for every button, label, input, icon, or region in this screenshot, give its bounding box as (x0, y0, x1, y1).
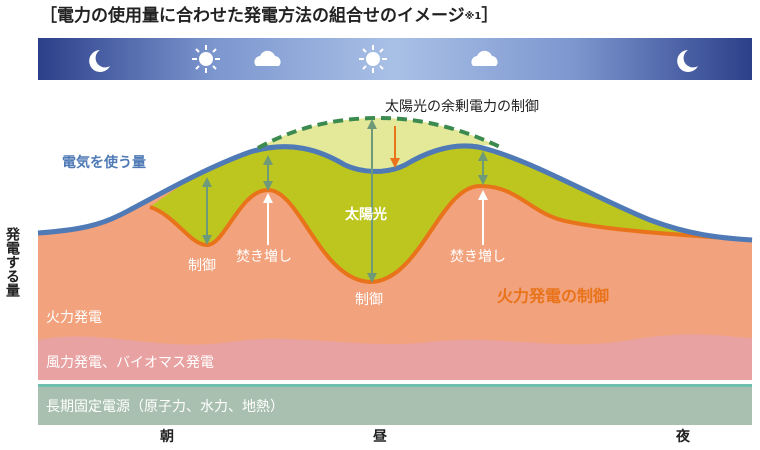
baseload-band (38, 387, 752, 425)
label: 制御 (188, 258, 216, 274)
band-label: 長期固定電源（原子力、水力、地熱） (46, 399, 284, 415)
renewable-band (38, 334, 752, 380)
title-note: ※1 (465, 10, 482, 22)
label: 太陽光 (345, 206, 387, 223)
band-label: 火力発電 (46, 310, 102, 326)
time-label: 夜 (675, 428, 691, 445)
label: 太陽光の余剰電力の制御 (385, 98, 539, 115)
arrows (202, 119, 488, 283)
time-label: 昼 (373, 429, 387, 445)
label: 火力発電の制御 (497, 287, 609, 306)
bands (37, 115, 753, 425)
solar-area (150, 145, 752, 282)
title-text: ［電力の使用量に合わせた発電方法の組合せのイメージ (40, 5, 465, 26)
sky-icons (89, 45, 698, 73)
title: ［電力の使用量に合わせた発電方法の組合せのイメージ※1］ (40, 5, 498, 26)
sky-bar (38, 38, 752, 80)
band-label: 風力発電、バイオマス発電 (46, 355, 214, 371)
y-axis-label: 発電する量 (4, 226, 21, 298)
label: 電気を使う量 (62, 154, 146, 171)
thermal-curve (149, 183, 753, 285)
separator-line (38, 384, 752, 387)
separator (38, 380, 752, 384)
label: 制御 (355, 292, 383, 308)
surplus-area (258, 118, 500, 172)
label: 焚き増し (450, 249, 506, 265)
title-close: ］ (481, 5, 498, 26)
label: 焚き増し (236, 249, 292, 265)
time-label: 朝 (160, 428, 174, 445)
surplus-curve (257, 115, 501, 150)
labels: 太陽光の余剰電力の制御 電気を使う量 太陽光 制御 焚き増し 制御 焚き増し 火… (4, 98, 691, 445)
